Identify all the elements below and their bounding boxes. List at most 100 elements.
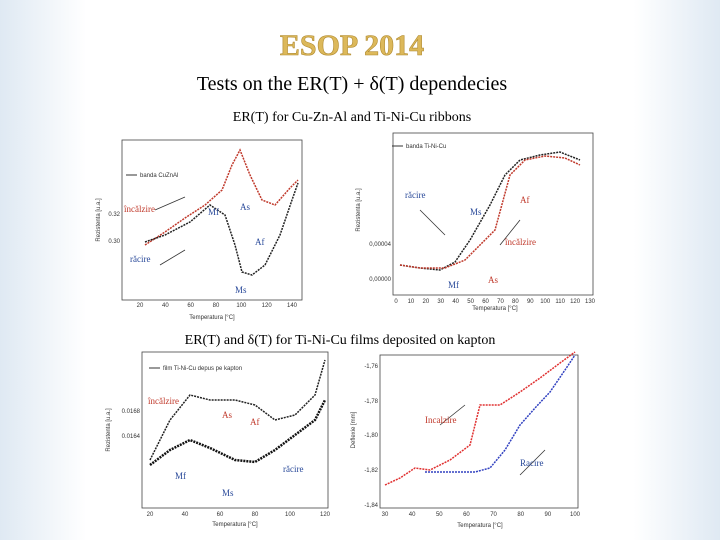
subtitle: Tests on the ER(T) + δ(T) dependecies — [197, 73, 508, 95]
y-axis-label: Rezistenta [u.a.] — [96, 198, 102, 242]
y-tick-label: 0.0168 — [122, 409, 141, 415]
curve — [144, 148, 299, 246]
title: ESOP 2014 — [280, 29, 424, 62]
plot-frame — [379, 354, 579, 509]
x-tick-label: 130 — [585, 299, 596, 305]
x-tick-label: 50 — [436, 512, 443, 518]
x-tick-label: 60 — [187, 303, 194, 309]
y-tick-label: 0.32 — [108, 212, 120, 218]
plot-frame — [121, 139, 303, 301]
x-tick-label: 10 — [408, 299, 415, 305]
x-tick-label: 30 — [437, 299, 444, 305]
annotation: Af — [520, 195, 530, 205]
x-tick-label: 0 — [394, 299, 398, 305]
x-tick-label: 140 — [287, 303, 298, 309]
x-tick-label: 100 — [236, 303, 247, 309]
annotation: As — [240, 202, 250, 212]
x-tick-label: 70 — [497, 299, 504, 305]
annotation: Af — [255, 237, 265, 247]
x-tick-label: 30 — [382, 512, 389, 518]
arrow — [419, 209, 446, 236]
annotation: încălzire — [147, 396, 179, 406]
y-tick-label: -1,84 — [364, 503, 378, 509]
arrows — [154, 196, 546, 476]
x-tick-label: 100 — [540, 299, 551, 305]
y-tick-label: 0.30 — [108, 239, 120, 245]
x-tick-label: 40 — [452, 299, 459, 305]
arrow — [439, 404, 466, 426]
x-axis-label: Temperatura [°C] — [189, 315, 235, 321]
x-tick-label: 40 — [162, 303, 169, 309]
arrow — [499, 219, 521, 246]
plot-frame — [141, 351, 329, 509]
legend-entry: film Ti-Ni-Cu depus pe kapton — [163, 366, 242, 372]
x-tick-label: 40 — [182, 512, 189, 518]
curve — [384, 351, 576, 486]
x-tick-label: 20 — [137, 303, 144, 309]
arrow — [519, 449, 546, 476]
x-tick-label: 80 — [252, 512, 259, 518]
x-tick-label: 20 — [423, 299, 430, 305]
y-tick-label: 0,00000 — [369, 277, 391, 283]
curve — [425, 354, 576, 473]
x-tick-label: 80 — [512, 299, 519, 305]
x-tick-label: 90 — [527, 299, 534, 305]
annotation: răcire — [405, 190, 425, 200]
x-tick-label: 40 — [409, 512, 416, 518]
annotation: Af — [250, 417, 260, 427]
x-tick-label: 50 — [467, 299, 474, 305]
curves — [144, 148, 581, 486]
x-axis-label: Temperatura [°C] — [472, 306, 518, 312]
x-tick-label: 120 — [262, 303, 273, 309]
x-tick-label: 80 — [517, 512, 524, 518]
curve — [399, 151, 581, 271]
section-heading: ER(T) and δ(T) for Ti-Ni-Cu films deposi… — [185, 333, 496, 348]
x-tick-label: 100 — [285, 512, 296, 518]
annotation: răcire — [283, 464, 303, 474]
x-tick-label: 60 — [482, 299, 489, 305]
annotation: Mf — [448, 280, 459, 290]
x-axis-label: Temperatura [°C] — [457, 523, 503, 529]
x-tick-label: 20 — [147, 512, 154, 518]
annotation: As — [488, 275, 498, 285]
y-axis-label: Rezistenta [u.a.] — [106, 408, 112, 452]
annotation: încălzire — [504, 237, 536, 247]
annotation: As — [222, 410, 232, 420]
y-tick-label: -1,78 — [364, 399, 378, 405]
y-axis-label: Deflexie [mm] — [351, 411, 357, 448]
figure-panel — [345, 350, 582, 530]
curve — [149, 359, 326, 461]
arrow — [159, 249, 186, 266]
y-tick-label: 0.0164 — [122, 434, 141, 440]
figure-panel — [352, 127, 595, 312]
x-tick-label: 120 — [570, 299, 581, 305]
annotation: Ms — [222, 488, 234, 498]
annotation: încălzire — [123, 204, 155, 214]
x-axis-label: Temperatura [°C] — [212, 522, 258, 528]
x-tick-label: 70 — [490, 512, 497, 518]
legend-entry: banda Ti-Ni-Cu — [406, 144, 446, 150]
annotation: răcire — [130, 254, 150, 264]
annotation: Ms — [235, 285, 247, 295]
x-tick-label: 110 — [555, 299, 565, 305]
y-tick-label: -1,80 — [364, 433, 378, 439]
x-tick-label: 90 — [545, 512, 552, 518]
curve — [144, 182, 299, 276]
figure-panel — [92, 130, 305, 325]
y-tick-label: 0,00004 — [369, 242, 391, 248]
y-tick-label: -1,82 — [364, 468, 378, 474]
annotation: Incalzire — [425, 415, 456, 425]
x-tick-label: 60 — [463, 512, 470, 518]
x-tick-label: 100 — [570, 512, 581, 518]
x-tick-label: 80 — [213, 303, 220, 309]
annotation: Mf — [175, 471, 186, 481]
curve — [399, 155, 581, 269]
y-tick-label: -1,76 — [364, 364, 378, 370]
section-heading: ER(T) for Cu-Zn-Al and Ti-Ni-Cu ribbons — [233, 110, 471, 125]
figure-panel — [103, 348, 331, 533]
x-tick-label: 120 — [320, 512, 331, 518]
plot-frame — [392, 132, 594, 296]
